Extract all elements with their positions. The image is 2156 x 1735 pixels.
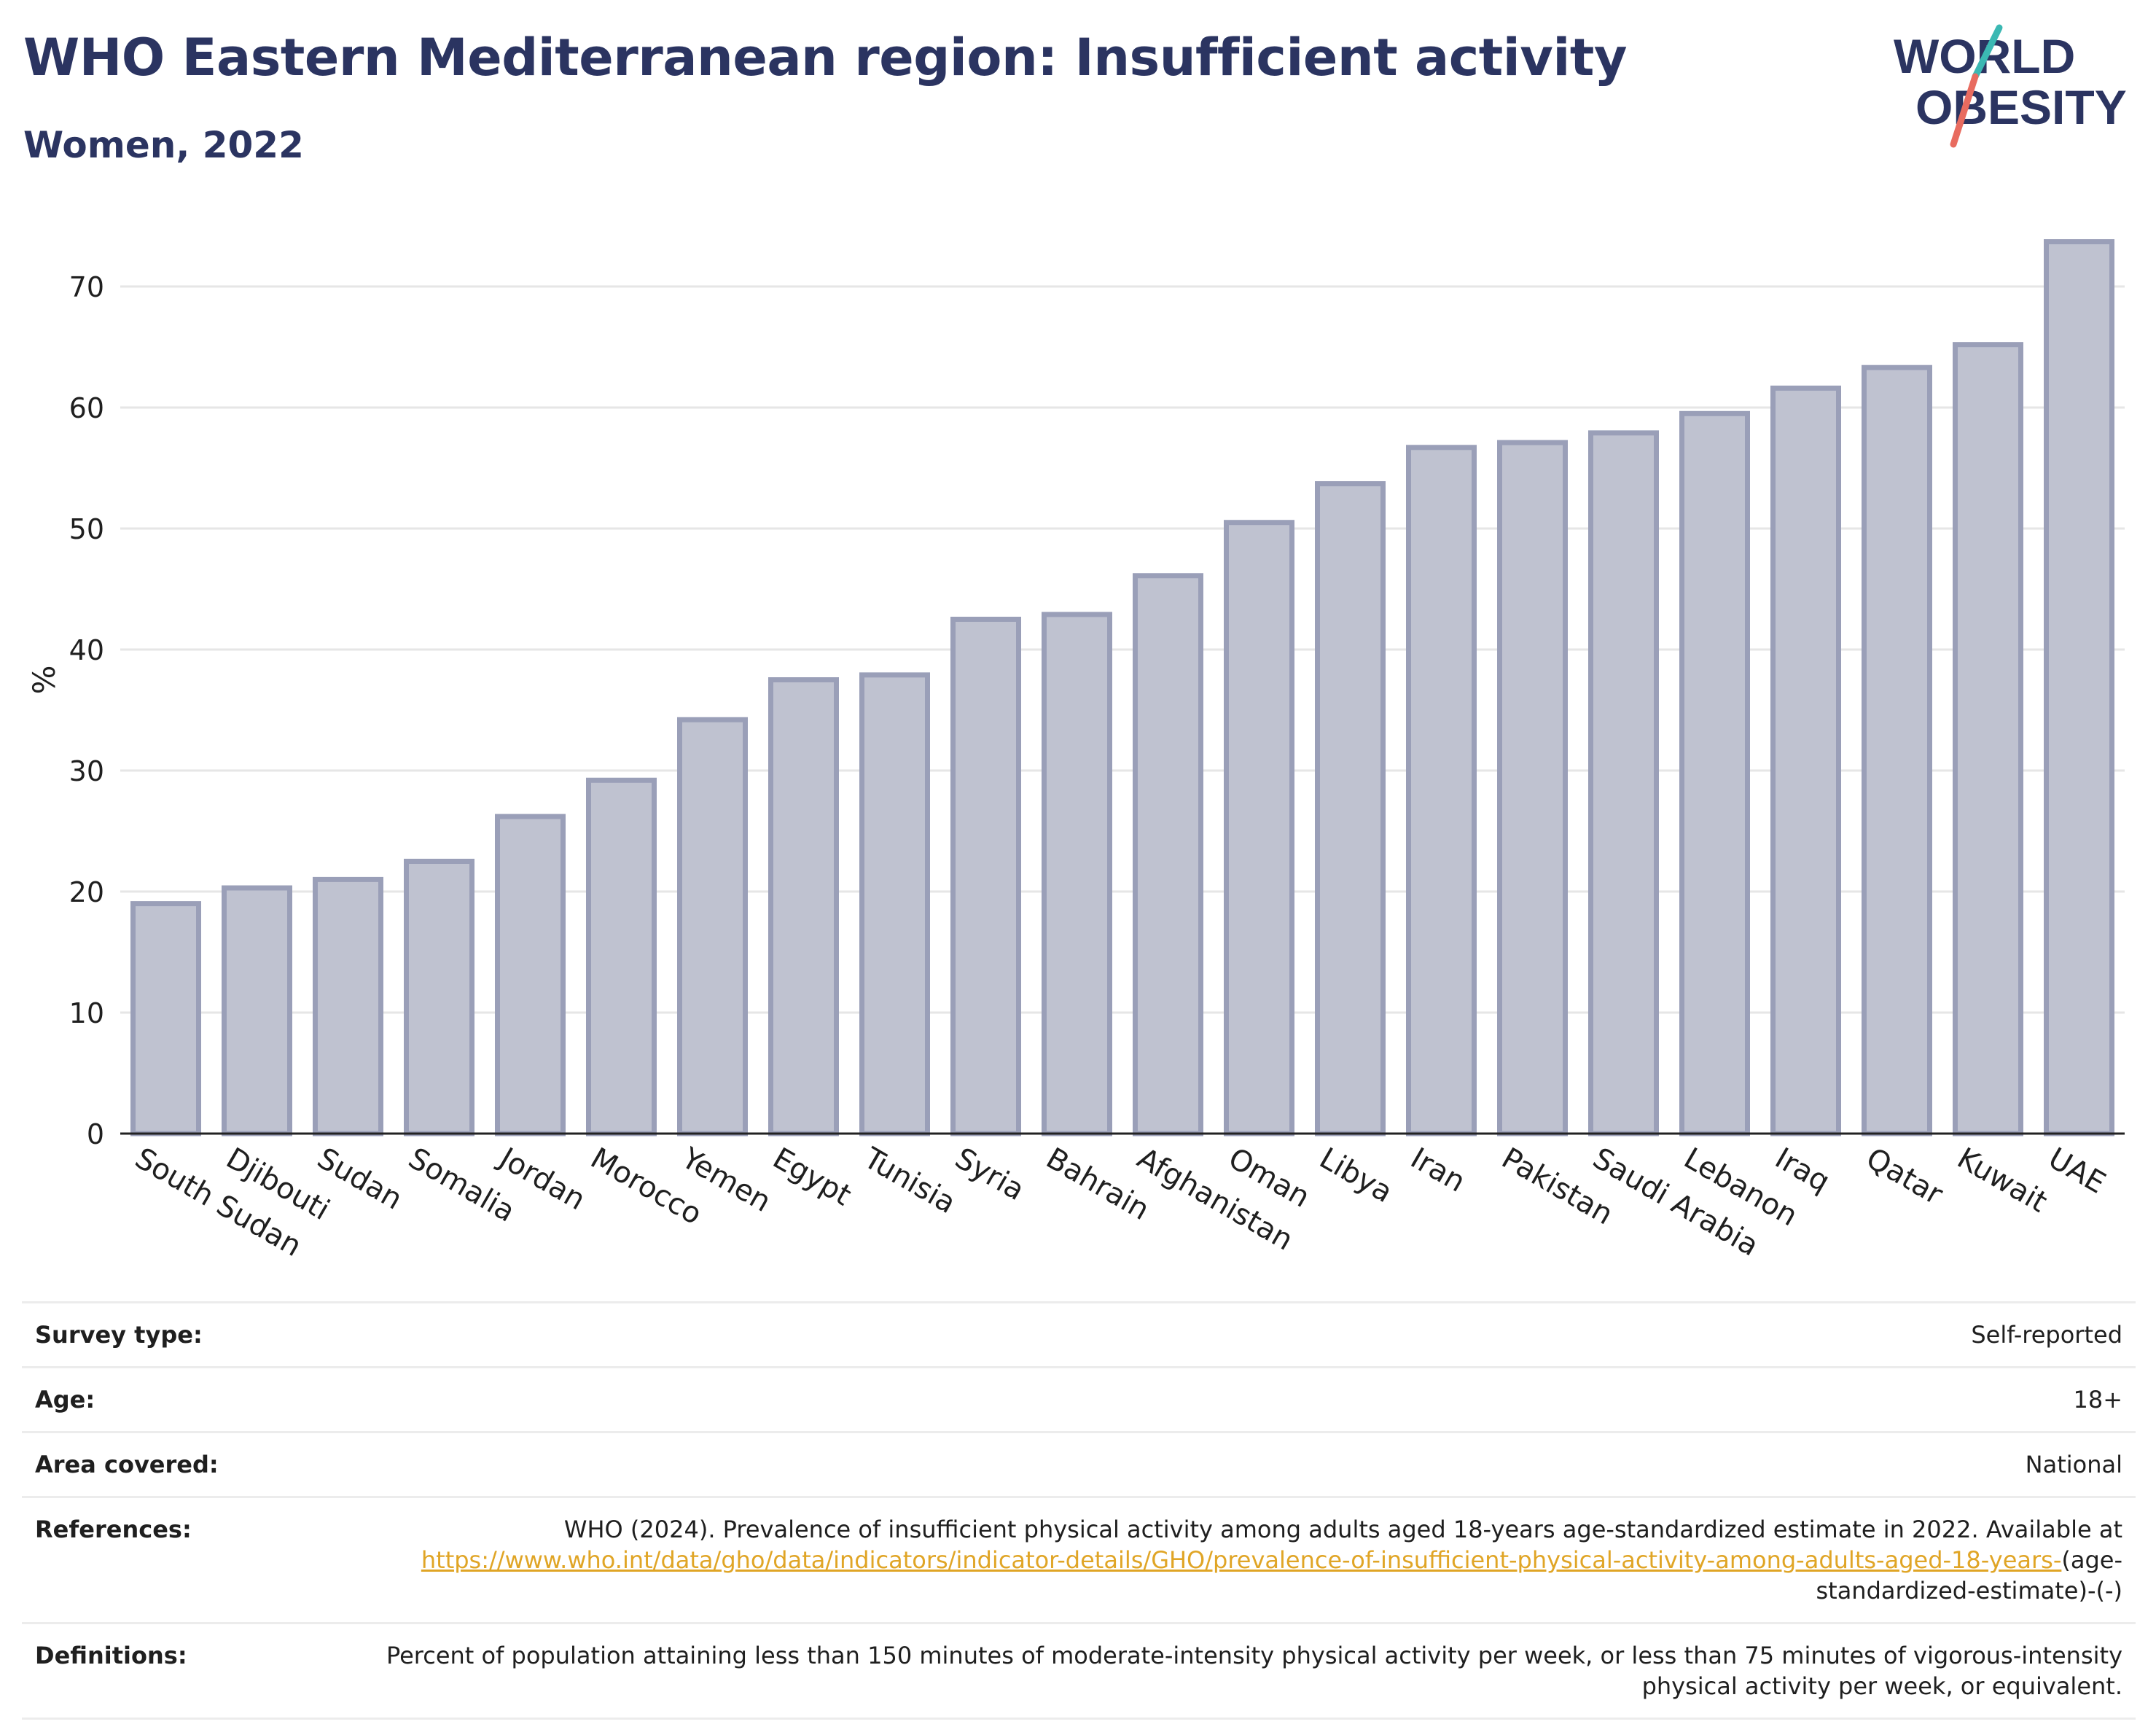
meta-value: Percent of population attaining less tha…: [386, 1642, 2122, 1700]
bar: [1770, 385, 1841, 1136]
world-obesity-logo: WORLD OBESITY: [1894, 24, 2127, 148]
bar: [1679, 410, 1750, 1136]
meta-row-references: References: WHO (2024). Prevalence of in…: [22, 1496, 2136, 1622]
x-tick-label: Libya: [1314, 1142, 1399, 1209]
x-tick-label: Syria: [950, 1142, 1031, 1207]
meta-value: 18+: [2073, 1386, 2122, 1414]
bar: [1953, 342, 2023, 1136]
bar: [859, 672, 930, 1136]
meta-row-survey-type: Survey type: Self-reported: [22, 1301, 2136, 1366]
chart-subtitle: Women, 2022: [23, 124, 304, 166]
x-tick-label: Qatar: [1861, 1142, 1949, 1212]
meta-label: References:: [35, 1516, 192, 1543]
x-tick-label: Kuwait: [1952, 1142, 2053, 1220]
bar: [677, 717, 748, 1136]
y-tick-label: 10: [69, 997, 104, 1029]
logo-slash-teal: [1972, 24, 2003, 80]
bar: [404, 859, 474, 1136]
meta-value: Self-reported: [1971, 1321, 2122, 1349]
bar: [313, 876, 383, 1136]
x-tick-label: UAE: [2043, 1142, 2112, 1201]
y-tick-label: 0: [87, 1118, 104, 1150]
bar: [2044, 239, 2114, 1136]
y-tick-label: 60: [69, 392, 104, 424]
bar: [1862, 364, 1932, 1136]
meta-label: Definitions:: [35, 1642, 187, 1669]
bar: [1224, 520, 1294, 1136]
y-tick-label: 30: [69, 755, 104, 787]
bar: [1042, 612, 1112, 1136]
reference-text: WHO (2024). Prevalence of insufficient p…: [563, 1516, 2122, 1543]
y-tick-label: 50: [69, 513, 104, 545]
logo-slash-coral: [1950, 73, 1979, 148]
meta-label: Area covered:: [35, 1451, 219, 1478]
metadata-table: Survey type: Self-reported Age: 18+ Area…: [22, 1301, 2136, 1720]
y-tick-label: 70: [69, 271, 104, 303]
chart-title: WHO Eastern Mediterranean region: Insuff…: [23, 28, 1627, 87]
meta-label: Age:: [35, 1386, 95, 1414]
bar: [495, 814, 566, 1136]
bar: [130, 901, 201, 1136]
x-tick-label: Egypt: [768, 1142, 857, 1213]
bar: [1588, 430, 1659, 1136]
meta-row-area: Area covered: National: [22, 1431, 2136, 1496]
meta-row-definitions: Definitions: Percent of population attai…: [22, 1622, 2136, 1720]
x-tick-label: Tunisia: [858, 1141, 961, 1220]
bar: [768, 677, 839, 1136]
x-tick-label: Iran: [1405, 1142, 1472, 1199]
y-tick-label: 20: [69, 876, 104, 908]
bar: [1133, 573, 1203, 1136]
y-tick-label: 40: [69, 634, 104, 666]
bar: [1497, 440, 1568, 1136]
reference-link[interactable]: https://www.who.int/data/gho/data/indica…: [421, 1546, 2062, 1574]
meta-value: National: [2025, 1451, 2122, 1478]
meta-value: WHO (2024). Prevalence of insufficient p…: [341, 1514, 2122, 1606]
x-tick-label: Bahrain: [1041, 1142, 1155, 1227]
y-axis-label: %: [26, 666, 62, 695]
logo-word-2: OBESITY: [1915, 80, 2127, 134]
reference-suffix: (age-standardized-estimate)-(-): [1816, 1546, 2122, 1605]
bar: [950, 617, 1021, 1136]
meta-label: Survey type:: [35, 1321, 203, 1349]
meta-row-age: Age: 18+: [22, 1366, 2136, 1431]
bar: [1406, 445, 1477, 1136]
bar: [1315, 481, 1386, 1136]
bar: [222, 885, 292, 1136]
bar: [586, 777, 657, 1136]
